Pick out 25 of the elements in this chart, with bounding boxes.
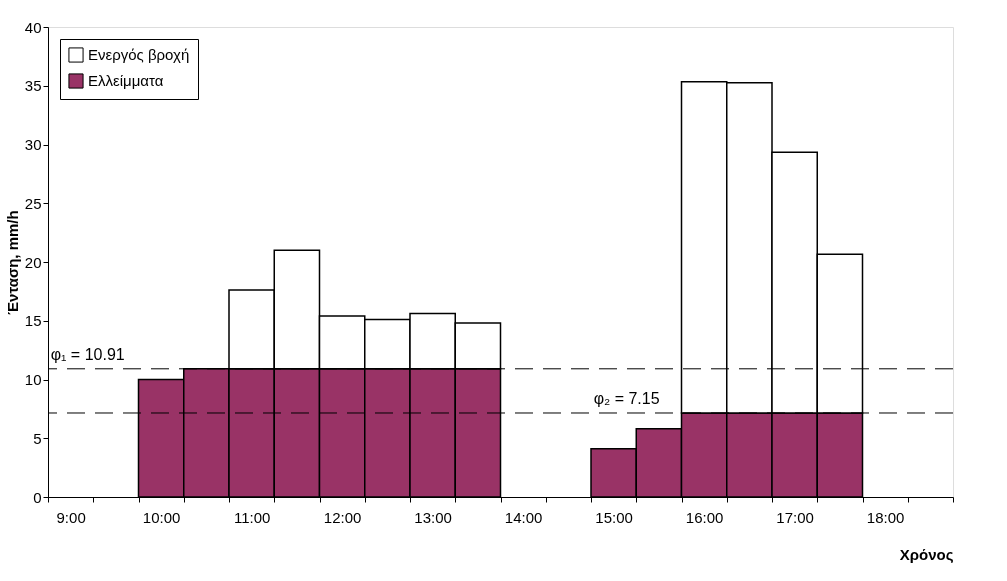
- x-tick-label: 13:00: [414, 508, 452, 526]
- y-tick-label: 0: [33, 488, 42, 506]
- y-tick-label: 35: [24, 77, 42, 95]
- y-axis-title: Ένταση, mm/h: [3, 210, 21, 315]
- legend-label: Ελλείμματα: [88, 72, 164, 89]
- x-tick-label: 15:00: [595, 508, 633, 526]
- y-tick-label: 40: [24, 18, 42, 36]
- y-tick-label: 10: [24, 371, 42, 388]
- y-tick-label: 25: [24, 194, 42, 212]
- x-tick-label: 14:00: [504, 508, 543, 526]
- y-tick-label: 20: [24, 253, 42, 271]
- x-tick-label: 18:00: [866, 508, 905, 526]
- x-axis-title: Χρόνος: [899, 545, 954, 563]
- y-tick-label: 5: [33, 429, 42, 447]
- x-tick-label: 12:00: [323, 508, 362, 526]
- legend-label: Ενεργός βροχή: [88, 46, 190, 63]
- x-tick-label: 16:00: [685, 508, 724, 526]
- y-tick-label: 15: [24, 312, 42, 330]
- x-tick-label: 17:00: [776, 508, 814, 526]
- ref-line-label: φ₂ = 7.15: [593, 389, 660, 407]
- x-tick-label: 11:00: [233, 508, 271, 526]
- x-tick-label: 10:00: [142, 508, 181, 526]
- ref-line-label: φ₁ = 10.91: [50, 345, 125, 363]
- y-tick-label: 30: [24, 136, 42, 153]
- x-tick-label: 9:00: [56, 508, 86, 526]
